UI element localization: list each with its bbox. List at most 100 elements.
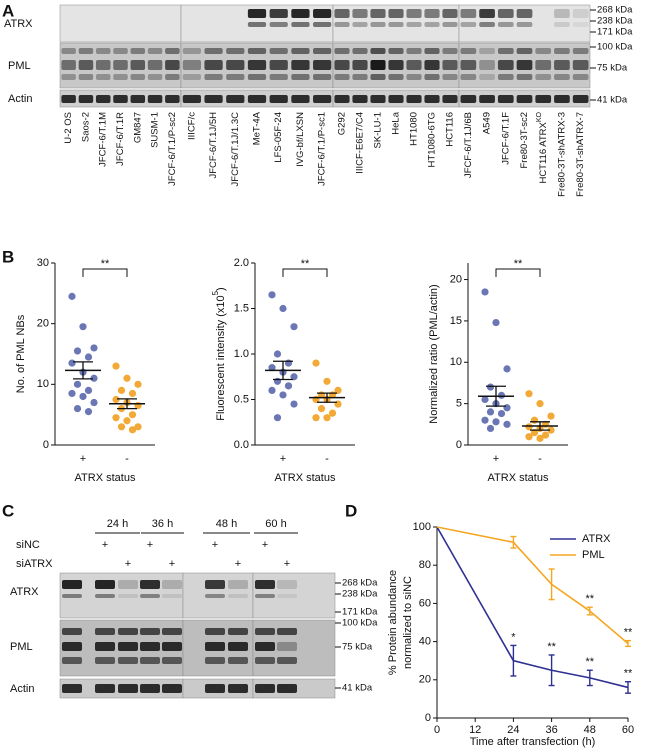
data-point xyxy=(79,323,87,331)
blot-band xyxy=(572,9,589,18)
lane-label: Saos-2 xyxy=(80,112,91,142)
blot-band xyxy=(334,9,350,18)
y-tick-label: 40 xyxy=(419,636,431,648)
lane-label: JFCF-6/T.1M xyxy=(98,112,109,167)
blot-band xyxy=(255,642,275,651)
significance-bracket xyxy=(495,268,541,277)
x-axis-label: ATRX status xyxy=(275,472,336,484)
blot-band xyxy=(247,95,267,103)
data-point xyxy=(279,304,287,313)
blot-band xyxy=(162,642,182,651)
blot-band xyxy=(165,95,180,103)
blot-band xyxy=(95,628,115,635)
data-point xyxy=(273,377,282,385)
timepoint-label: 24 h xyxy=(107,518,128,530)
data-point xyxy=(128,411,137,419)
y-tick-label: 0 xyxy=(425,712,431,724)
data-point xyxy=(492,418,500,426)
data-point xyxy=(79,392,87,401)
y-tick-label: 20 xyxy=(450,273,462,285)
blot-band xyxy=(165,74,180,80)
x-tick-label: 24 xyxy=(507,724,519,736)
data-point xyxy=(312,359,320,367)
blot-band xyxy=(247,60,267,70)
x-tick-label: - xyxy=(325,453,329,465)
blot-band xyxy=(247,74,267,80)
data-point xyxy=(541,431,550,439)
blot-band xyxy=(255,684,275,693)
blot-band xyxy=(424,95,440,103)
blot-band xyxy=(247,9,267,18)
lane-label: JFCF-6/T.1R xyxy=(115,112,126,166)
lane-label-text: HCT116 ATRX xyxy=(538,121,549,183)
significance-label: ** xyxy=(586,593,595,605)
treatment-sign: + xyxy=(235,558,241,570)
blot-band xyxy=(255,628,275,635)
data-point xyxy=(268,364,276,372)
data-point xyxy=(90,374,98,382)
data-point xyxy=(481,416,489,424)
data-point xyxy=(486,408,495,416)
blot-band xyxy=(205,657,225,664)
data-point xyxy=(68,292,76,300)
blot-band xyxy=(352,60,368,70)
blot-band xyxy=(182,48,201,54)
data-point xyxy=(290,400,298,408)
timepoint-label: 36 h xyxy=(152,518,173,530)
blot-band xyxy=(140,657,160,664)
blot-band xyxy=(479,95,495,103)
blot-band xyxy=(147,95,163,103)
blot-band xyxy=(442,48,458,54)
blot-band xyxy=(313,60,332,70)
blot-band xyxy=(277,580,297,589)
blot-band xyxy=(479,48,495,54)
blot-band xyxy=(62,657,82,664)
data-point xyxy=(279,391,287,399)
x-tick-label: - xyxy=(125,453,129,465)
x-tick-label: 0 xyxy=(434,724,440,736)
y-tick-label: 10 xyxy=(450,356,462,368)
blot-band xyxy=(442,95,458,103)
lane-label: HCT116 xyxy=(445,112,456,147)
data-point xyxy=(84,386,93,394)
blot-band xyxy=(516,95,533,103)
lane-label: GM847 xyxy=(132,112,143,143)
y-tick-label: 15 xyxy=(450,315,462,327)
significance-label: ** xyxy=(624,627,633,639)
marker-label: 171 kDa xyxy=(597,27,633,38)
data-point xyxy=(497,391,506,399)
treatment-sign: + xyxy=(212,539,218,551)
blot-band xyxy=(277,684,297,693)
data-point xyxy=(117,423,126,431)
blot-band xyxy=(370,48,386,54)
blot-band xyxy=(406,48,422,54)
blot-band xyxy=(406,22,422,27)
lane-label: MeT-4A xyxy=(252,111,263,145)
blot-band xyxy=(554,22,570,27)
y-tick-label: 5 xyxy=(456,398,462,410)
data-point xyxy=(84,353,93,361)
blot-band xyxy=(535,95,552,103)
y-axis-label: No. of PML NBs xyxy=(15,314,27,393)
blot-band xyxy=(406,9,422,18)
data-point xyxy=(503,365,511,373)
blot-band xyxy=(269,48,288,54)
row-label: Actin xyxy=(10,683,34,695)
marker-label: 238 kDa xyxy=(342,589,378,600)
significance-label: ** xyxy=(514,258,523,270)
data-point xyxy=(328,409,337,417)
data-point xyxy=(268,291,276,299)
blot-band xyxy=(269,95,288,103)
lane-label: Fre80-3T-shATRX-7 xyxy=(575,112,586,197)
significance-label: ** xyxy=(101,258,110,270)
y-axis-label-end: ) xyxy=(215,287,227,291)
treatment-sign: + xyxy=(125,558,131,570)
blot-band xyxy=(205,684,225,693)
x-axis-label: ATRX status xyxy=(488,472,549,484)
y-tick-label: 100 xyxy=(413,521,431,533)
blot-band xyxy=(388,95,404,103)
lane-label: LFS-05F-24 xyxy=(273,112,284,163)
x-tick-label: + xyxy=(80,453,86,465)
blot-band xyxy=(370,95,386,103)
data-point xyxy=(312,414,320,422)
